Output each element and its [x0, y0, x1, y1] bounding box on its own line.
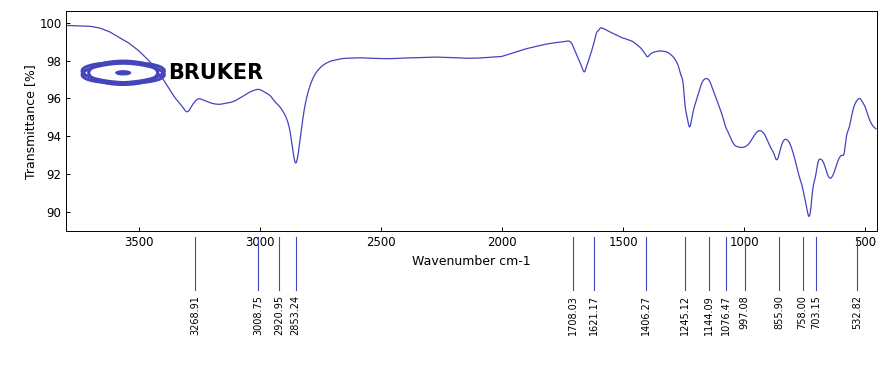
Text: 532.82: 532.82 [852, 295, 862, 329]
Text: 2920.95: 2920.95 [274, 295, 284, 335]
X-axis label: Wavenumber cm-1: Wavenumber cm-1 [413, 255, 531, 268]
Text: 1076.47: 1076.47 [720, 295, 731, 335]
Text: 1621.17: 1621.17 [588, 295, 599, 335]
Text: 1144.09: 1144.09 [704, 295, 714, 335]
Text: 1245.12: 1245.12 [680, 295, 689, 335]
Y-axis label: Transmittance [%]: Transmittance [%] [24, 64, 36, 179]
Text: BRUKER: BRUKER [167, 63, 263, 83]
Text: 3008.75: 3008.75 [253, 295, 263, 335]
Text: 2853.24: 2853.24 [291, 295, 300, 335]
Text: 1406.27: 1406.27 [641, 295, 650, 335]
Text: 758.00: 758.00 [797, 295, 808, 329]
Text: 1708.03: 1708.03 [568, 295, 578, 335]
Text: 855.90: 855.90 [773, 295, 784, 329]
Circle shape [116, 71, 130, 75]
Text: 3268.91: 3268.91 [190, 295, 200, 335]
Text: 703.15: 703.15 [811, 295, 820, 329]
Text: 997.08: 997.08 [740, 295, 750, 329]
